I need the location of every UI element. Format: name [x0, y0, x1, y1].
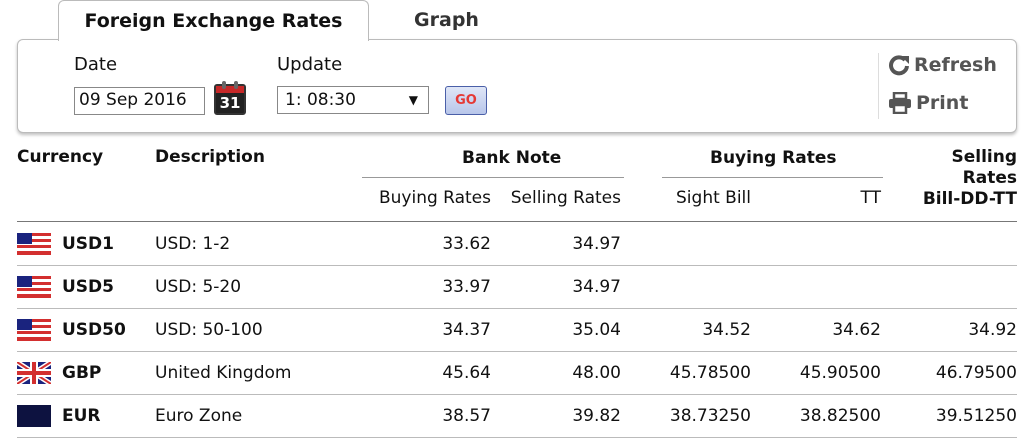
calendar-day: 31 [219, 94, 241, 112]
bn-buying-value: 34.37 [442, 320, 491, 340]
table-row: USD5 USD: 5-20 33.97 34.97 [17, 266, 1017, 308]
currency-description: United Kingdom [155, 363, 292, 383]
selling-value: 46.79500 [935, 363, 1017, 383]
table-row: GBP United Kingdom 45.64 48.00 45.78500 … [17, 352, 1017, 394]
selling-value: 39.51250 [935, 406, 1017, 426]
update-select-value: 1: 08:30 [285, 90, 356, 110]
sight-bill-value: 38.73250 [669, 406, 751, 426]
print-label: Print [916, 92, 969, 114]
refresh-icon [889, 55, 909, 76]
bn-buying-value: 33.62 [442, 234, 491, 254]
currency-description: USD: 1-2 [155, 234, 231, 254]
table-row: USD1 USD: 1-2 33.62 34.97 [17, 223, 1017, 265]
refresh-button[interactable]: Refresh [888, 54, 997, 76]
date-field[interactable]: 09 Sep 2016 [74, 87, 205, 115]
currency-description: USD: 5-20 [155, 277, 242, 297]
sight-bill-value: 34.52 [702, 320, 751, 340]
tab-foreign-exchange-rates[interactable]: Foreign Exchange Rates [58, 0, 369, 41]
filter-panel: Date 09 Sep 2016 31 Update 1: 08:30 ▼ GO… [17, 39, 1017, 133]
header-bottom-border [17, 221, 1017, 222]
tab-graph[interactable]: Graph [414, 9, 479, 31]
header-description: Description [155, 147, 265, 167]
row-divider [17, 437, 1017, 438]
calendar-icon[interactable]: 31 [214, 81, 246, 115]
bn-buying-value: 38.57 [442, 406, 491, 426]
bn-selling-value: 34.97 [572, 234, 621, 254]
subheader-sight-bill: Sight Bill [676, 188, 751, 208]
row-divider [17, 265, 1017, 266]
bn-buying-value: 45.64 [442, 363, 491, 383]
toolbar-divider [878, 53, 879, 119]
go-button[interactable]: GO [445, 86, 487, 115]
tt-value: 45.90500 [799, 363, 881, 383]
printer-icon [889, 92, 911, 114]
us-flag-icon [17, 319, 51, 341]
tt-value: 38.82500 [799, 406, 881, 426]
subheader-bn-buying: Buying Rates [378, 188, 491, 208]
bank-note-divider [362, 177, 624, 178]
currency-code: USD50 [62, 320, 126, 340]
bn-selling-value: 34.97 [572, 277, 621, 297]
bn-selling-value: 35.04 [572, 320, 621, 340]
refresh-label: Refresh [914, 54, 997, 76]
currency-description: USD: 50-100 [155, 320, 263, 340]
print-button[interactable]: Print [888, 92, 968, 114]
chevron-down-icon: ▼ [408, 93, 418, 107]
table-row: USD50 USD: 50-100 34.37 35.04 34.52 34.6… [17, 309, 1017, 351]
header-currency: Currency [17, 147, 104, 167]
currency-code: EUR [62, 406, 101, 426]
currency-description: Euro Zone [155, 406, 243, 426]
row-divider [17, 394, 1017, 395]
selling-value: 34.92 [968, 320, 1017, 340]
uk-flag-icon [17, 362, 51, 384]
currency-code: USD1 [62, 234, 114, 254]
subheader-bn-selling: Selling Rates [510, 188, 621, 208]
update-label: Update [277, 54, 343, 75]
bn-selling-value: 39.82 [572, 406, 621, 426]
us-flag-icon [17, 233, 51, 255]
subheader-tt: TT [860, 188, 881, 208]
buying-rates-divider [662, 177, 883, 178]
date-label: Date [74, 54, 118, 75]
us-flag-icon [17, 276, 51, 298]
update-select[interactable]: 1: 08:30 ▼ [277, 86, 429, 114]
currency-code: USD5 [62, 277, 114, 297]
header-bank-note: Bank Note [462, 148, 562, 168]
bn-selling-value: 48.00 [572, 363, 621, 383]
row-divider [17, 308, 1017, 309]
header-selling-rates: Selling Rates Bill-DD-TT [922, 147, 1017, 209]
tt-value: 34.62 [832, 320, 881, 340]
header-buying-rates: Buying Rates [710, 148, 837, 168]
row-divider [17, 351, 1017, 352]
eu-flag-icon [17, 405, 51, 427]
table-row: EUR Euro Zone 38.57 39.82 38.73250 38.82… [17, 395, 1017, 437]
bn-buying-value: 33.97 [442, 277, 491, 297]
currency-code: GBP [62, 363, 102, 383]
sight-bill-value: 45.78500 [669, 363, 751, 383]
